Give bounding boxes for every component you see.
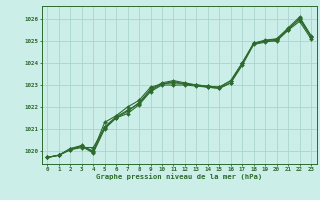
- X-axis label: Graphe pression niveau de la mer (hPa): Graphe pression niveau de la mer (hPa): [96, 174, 262, 180]
